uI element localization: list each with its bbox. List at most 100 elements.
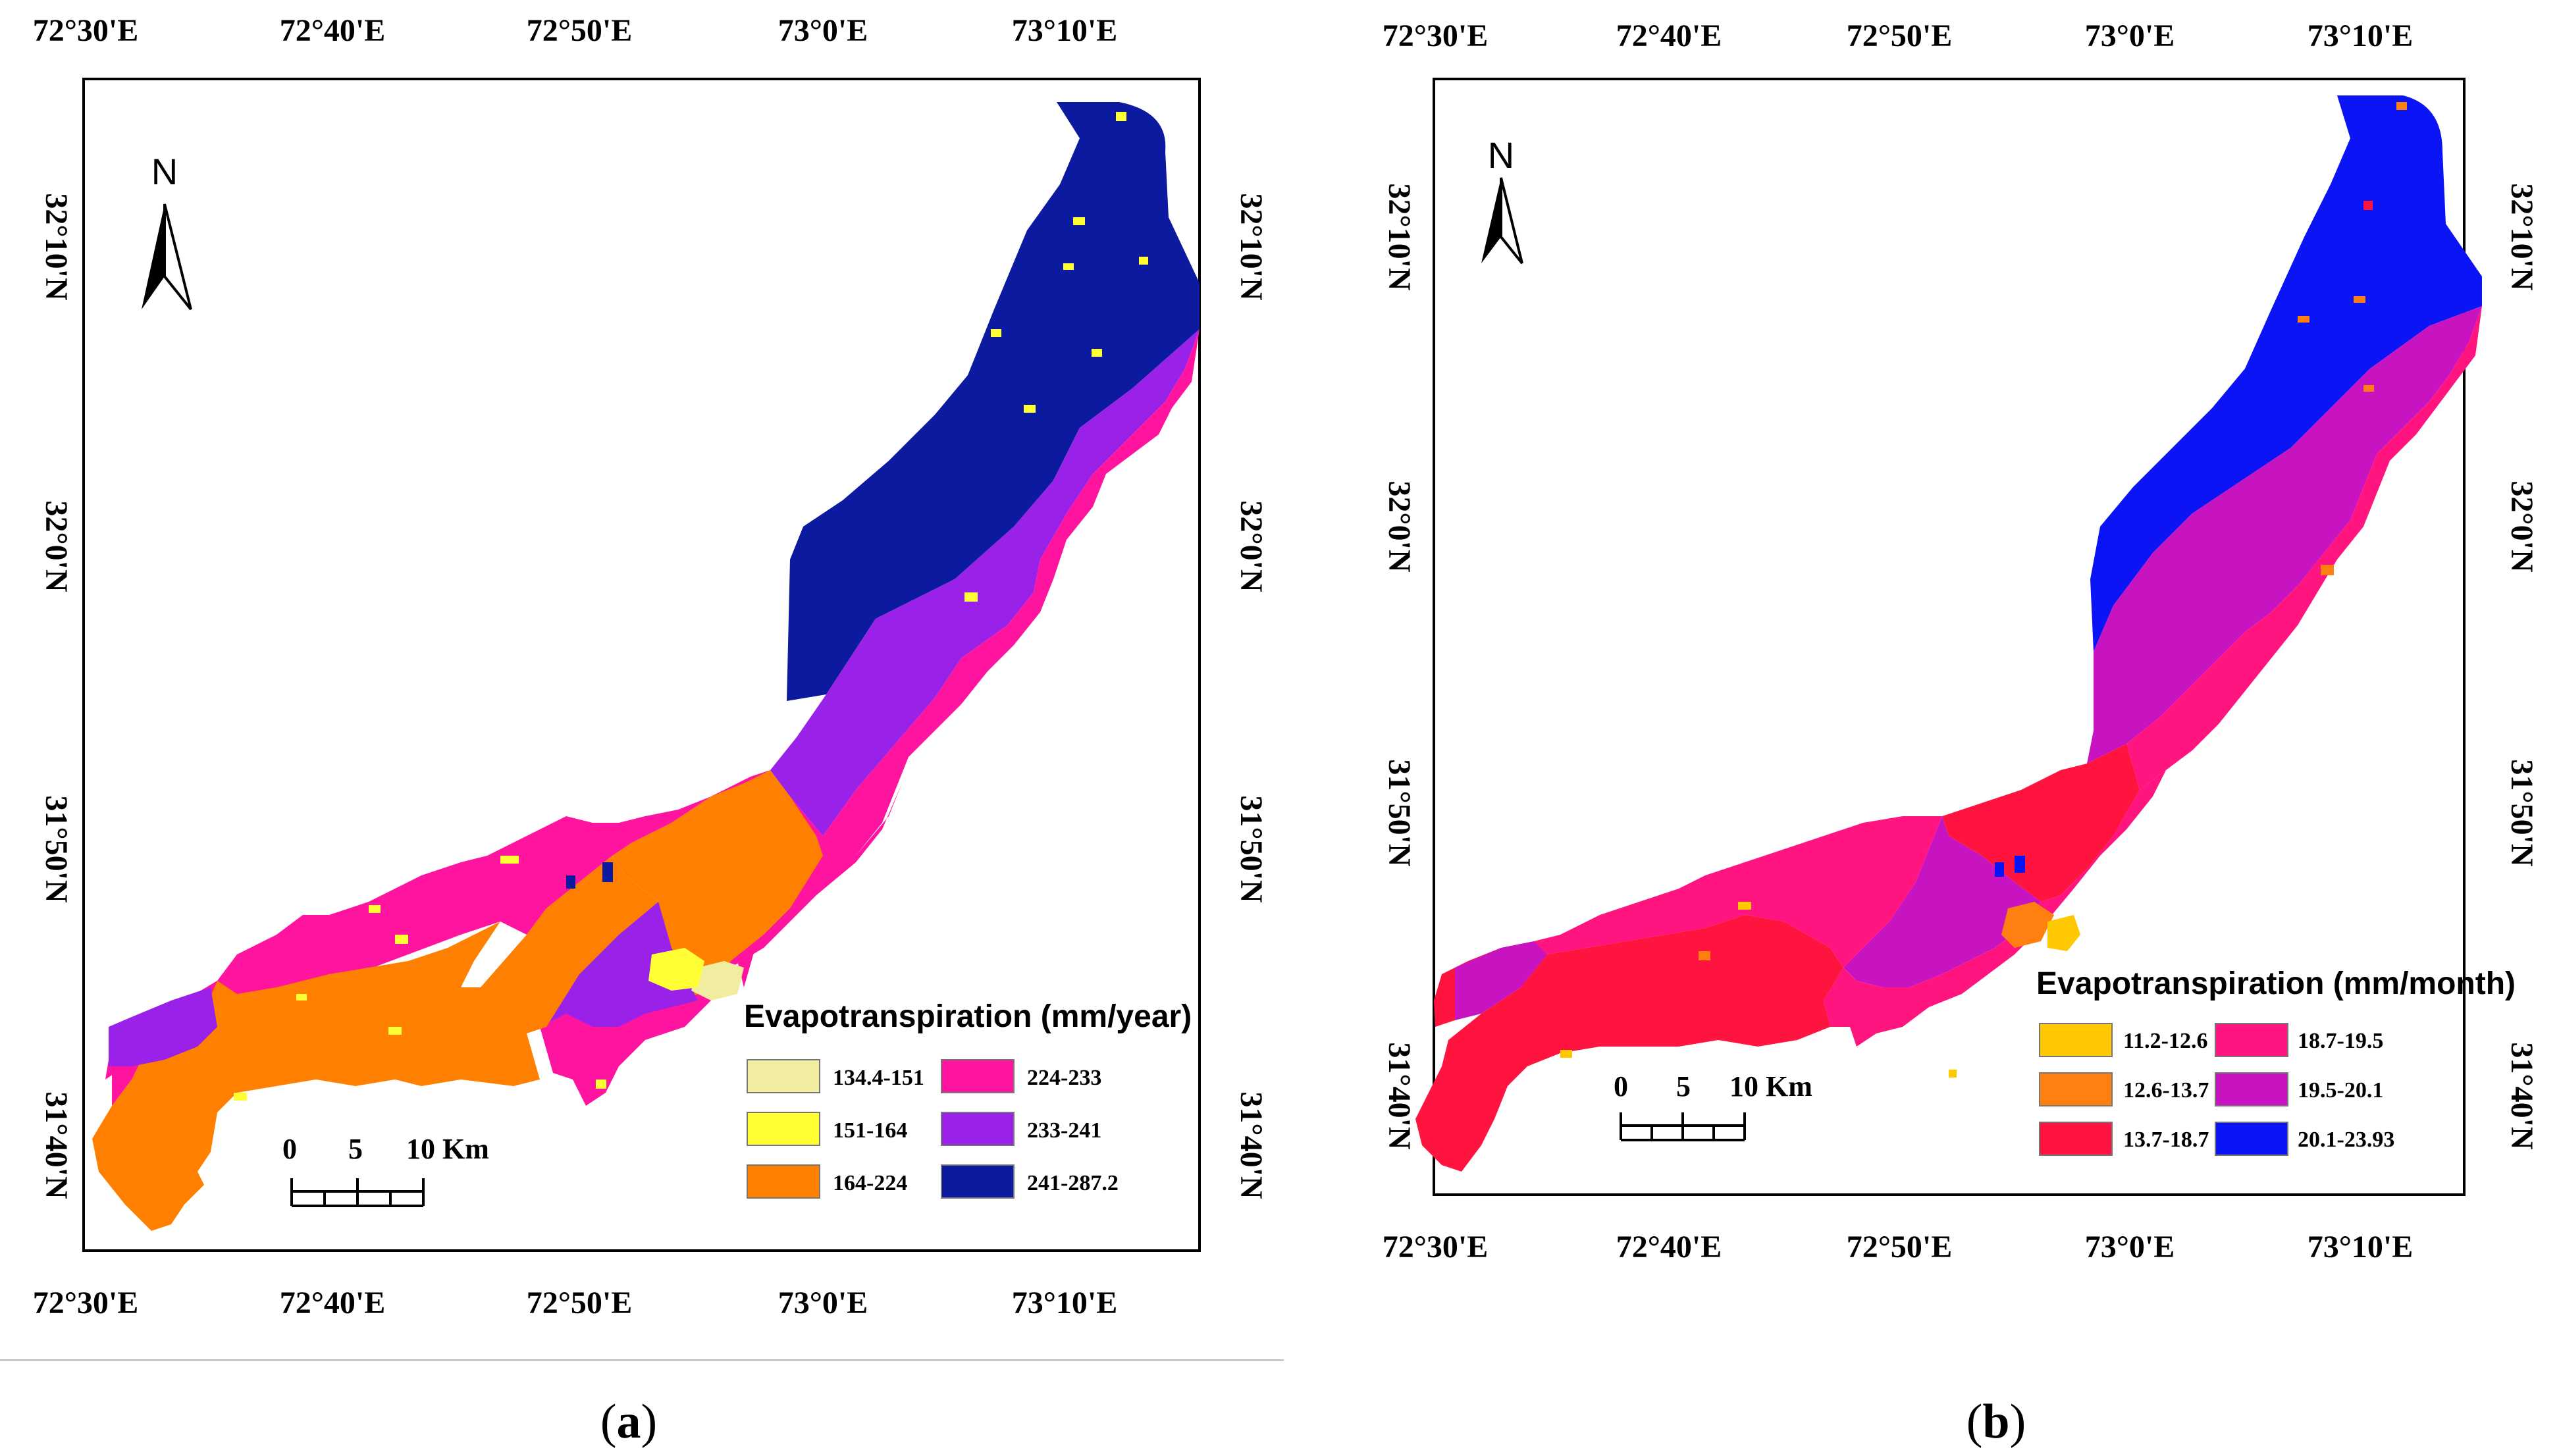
left-latitude-labels: 32°10'N 32°0'N 31°50'N 31°40'N <box>1382 183 1417 1150</box>
legend-swatch <box>2215 1122 2288 1156</box>
lon-label: 72°40'E <box>1616 1230 1722 1264</box>
legend-label: 134.4-151 <box>833 1066 924 1090</box>
legend-label: 19.5-20.1 <box>2298 1078 2383 1103</box>
lon-label: 72°40'E <box>280 1286 386 1320</box>
lon-label: 72°50'E <box>1847 1230 1953 1264</box>
legend-label: 151-164 <box>833 1118 907 1143</box>
lat-label: 32°0'N <box>39 500 74 592</box>
scale-label-0: 0 <box>282 1133 297 1165</box>
bottom-longitude-labels: 72°30'E 72°40'E 72°50'E 73°0'E 73°10'E <box>33 1286 1118 1320</box>
lon-label: 73°10'E <box>1012 1286 1118 1320</box>
lon-label: 72°30'E <box>1383 1230 1489 1264</box>
zone-134-151 <box>691 961 744 1001</box>
zone-224-233 <box>105 770 770 1079</box>
lat-label: 32°10'N <box>2504 183 2539 291</box>
lat-label: 31°50'N <box>2504 759 2539 867</box>
lon-label: 73°10'E <box>1012 13 1118 48</box>
legend-swatch <box>2039 1023 2113 1057</box>
legend-label: 13.7-18.7 <box>2123 1128 2209 1152</box>
lat-label: 32°10'N <box>1382 183 1417 291</box>
legend-label: 164-224 <box>833 1171 907 1195</box>
right-latitude-labels: 32°10'N 32°0'N 31°50'N 31°40'N <box>2504 183 2539 1150</box>
zone-164-224 <box>645 770 823 1001</box>
legend-swatch <box>941 1059 1015 1093</box>
legend-label: 224-233 <box>1027 1066 1101 1090</box>
legend-label: 11.2-12.6 <box>2123 1029 2207 1053</box>
scale-label-5: 5 <box>1676 1070 1691 1103</box>
lat-label: 32°0'N <box>1234 500 1269 592</box>
lat-label: 31°50'N <box>1234 795 1269 903</box>
north-arrow-left-icon <box>1481 178 1501 263</box>
zone-164-224 <box>612 770 770 902</box>
legend-swatch <box>747 1112 820 1146</box>
scale-bar: 0 5 10 Km <box>282 1133 489 1207</box>
lat-label: 31°40'N <box>1234 1091 1269 1199</box>
zone-224-233 <box>737 329 1200 987</box>
lon-label: 73°10'E <box>2308 18 2414 53</box>
legend-a: Evapotranspiration (mm/year) 134.4-151 1… <box>744 999 1192 1199</box>
scale-label-10km: 10 Km <box>406 1133 489 1165</box>
legend-b: Evapotranspiration (mm/month) 11.2-12.6 … <box>2036 966 2516 1156</box>
legend-label: 20.1-23.93 <box>2298 1128 2394 1152</box>
north-arrow-left-icon <box>142 204 165 309</box>
lon-label: 72°30'E <box>1383 18 1489 53</box>
zone-11.2-12.6 <box>2047 915 2080 951</box>
zone-233-241 <box>770 329 1200 836</box>
legend-swatch <box>941 1112 1015 1146</box>
legend-swatch <box>747 1164 820 1199</box>
north-arrow: N <box>142 151 192 311</box>
lon-label: 73°0'E <box>2085 1230 2175 1264</box>
zone-19.5-20.1 <box>1843 816 2041 987</box>
scale-bar: 0 5 10 Km <box>1614 1070 1812 1141</box>
zone-19.5-20.1 <box>2087 306 2482 764</box>
lat-label: 32°0'N <box>1382 481 1417 573</box>
top-longitude-labels: 72°30'E 72°40'E 72°50'E 73°0'E 73°10'E <box>33 13 1118 48</box>
legend-label: 18.7-19.5 <box>2298 1029 2383 1053</box>
zone-18.7-19.5 <box>1824 770 2166 1047</box>
zone-18.7-19.5 <box>1534 816 1942 968</box>
legend-label: 233-241 <box>1027 1118 1101 1143</box>
lon-label: 72°50'E <box>527 1286 633 1320</box>
lon-label: 72°40'E <box>1616 18 1722 53</box>
lat-label: 31°40'N <box>1382 1042 1417 1150</box>
legend-swatch <box>2039 1072 2113 1106</box>
zone-151-164 <box>648 948 704 991</box>
lon-label: 72°50'E <box>527 13 633 48</box>
lat-label: 31°40'N <box>39 1091 74 1199</box>
lon-label: 72°50'E <box>1847 18 1953 53</box>
zone-241-287 <box>787 102 1200 701</box>
lon-label: 73°10'E <box>2308 1230 2414 1264</box>
north-arrow: N <box>1481 134 1523 265</box>
north-label: N <box>151 151 178 192</box>
lon-label: 73°0'E <box>2085 18 2175 53</box>
scale-label-10km: 10 Km <box>1729 1070 1812 1103</box>
map-panel-b: 72°30'E 72°40'E 72°50'E 73°0'E 73°10'E <box>1284 0 2559 1456</box>
lon-label: 73°0'E <box>778 13 868 48</box>
top-longitude-labels: 72°30'E 72°40'E 72°50'E 73°0'E 73°10'E <box>1383 18 2414 53</box>
north-arrow-right-icon <box>1500 177 1523 265</box>
left-latitude-labels: 32°10'N 32°0'N 31°50'N 31°40'N <box>39 193 74 1199</box>
zone-19.5-20.1 <box>1455 941 1547 1020</box>
legend-title: Evapotranspiration (mm/year) <box>744 999 1192 1034</box>
scale-label-0: 0 <box>1614 1070 1628 1103</box>
legend-swatch <box>2215 1023 2288 1057</box>
map-canvas-b: 72°30'E 72°40'E 72°50'E 73°0'E 73°10'E <box>1382 18 2539 1264</box>
lat-label: 32°10'N <box>39 193 74 301</box>
lon-label: 72°40'E <box>280 13 386 48</box>
lon-label: 72°30'E <box>33 13 139 48</box>
legend-swatch <box>2039 1122 2113 1156</box>
north-arrow-right-icon <box>163 203 192 311</box>
zone-20.1-23.93 <box>2090 95 2482 652</box>
evapotranspiration-map-b <box>1415 95 2482 1172</box>
panel-divider <box>0 1359 1284 1361</box>
evapotranspiration-map-a <box>92 102 1200 1231</box>
zone-18.7-19.5 <box>2126 306 2482 790</box>
zone-164-224 <box>92 856 658 1231</box>
map-canvas-a: 72°30'E 72°40'E 72°50'E 73°0'E 73°10'E <box>33 13 1269 1320</box>
zone-233-241 <box>109 987 217 1066</box>
map-panel-a: 72°30'E 72°40'E 72°50'E 73°0'E 73°10'E <box>0 13 1284 1449</box>
bottom-longitude-labels: 72°30'E 72°40'E 72°50'E 73°0'E 73°10'E <box>1383 1230 2414 1264</box>
caption-b: (b) <box>1966 1395 2026 1449</box>
lat-label: 31°50'N <box>39 795 74 903</box>
lon-label: 72°30'E <box>33 1286 139 1320</box>
